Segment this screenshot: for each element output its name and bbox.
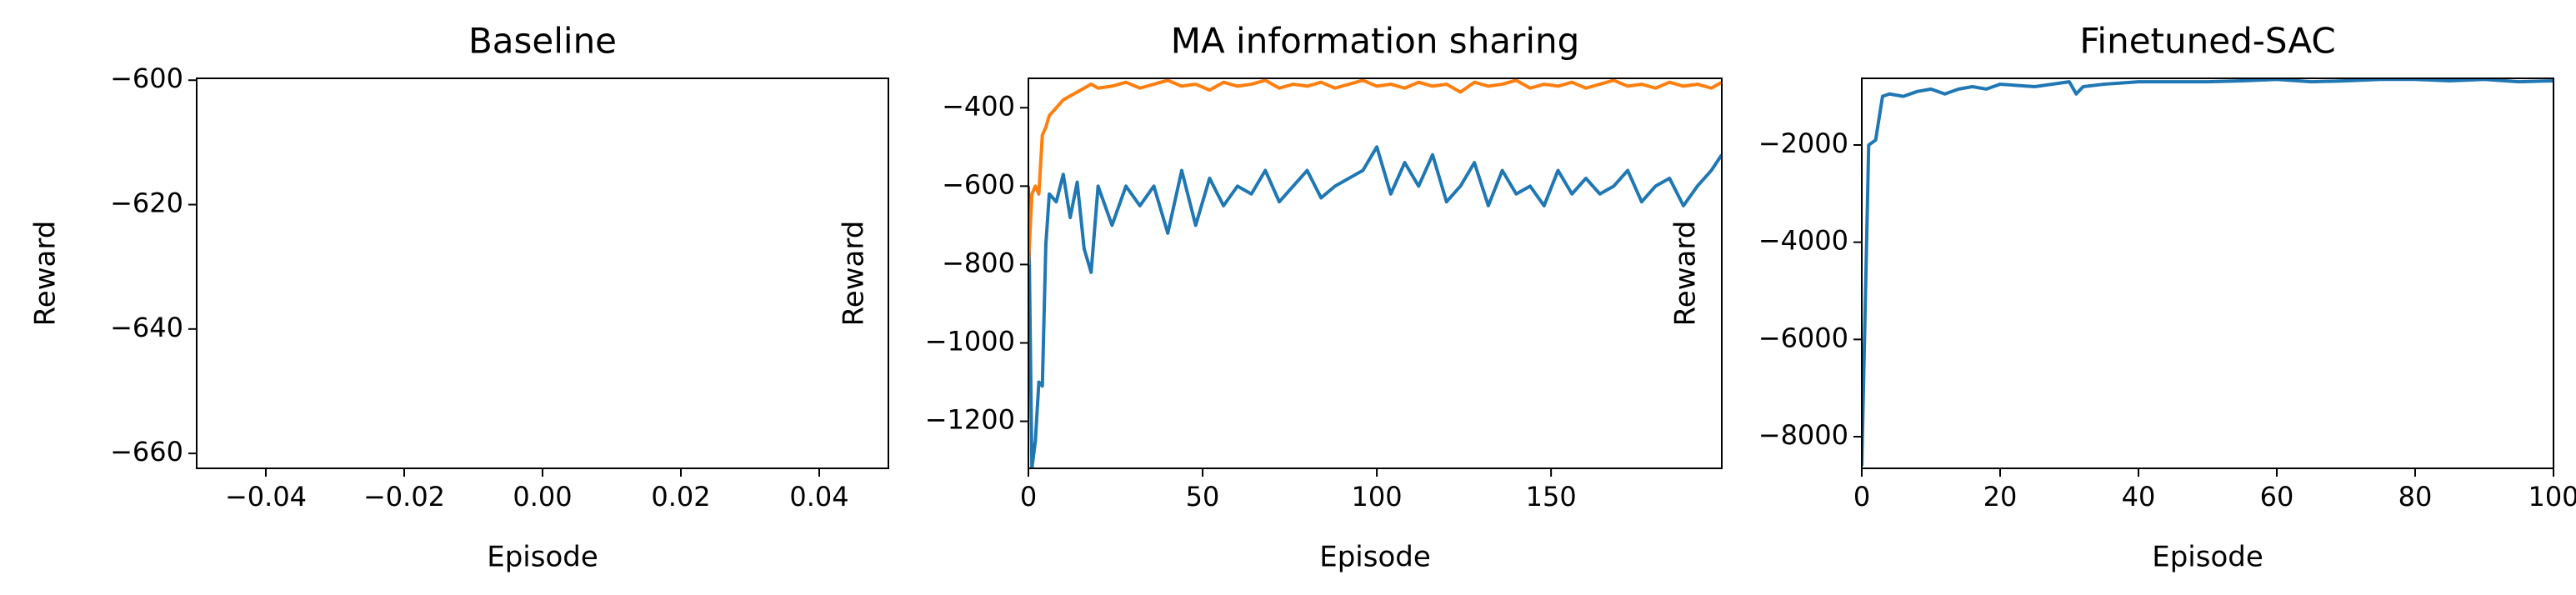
x-tick-label: 150 <box>1526 481 1577 512</box>
y-tick-label: −800 <box>942 247 1015 278</box>
x-tick-label: 40 <box>2122 481 2156 512</box>
chart-title: Baseline <box>468 21 617 62</box>
x-tick-label: 0.04 <box>789 481 848 512</box>
chart-title: Finetuned-SAC <box>2079 21 2335 62</box>
x-axis-label: Episode <box>487 541 598 574</box>
y-tick-label: −1200 <box>925 404 1015 436</box>
x-tick-label: 20 <box>1983 481 2018 512</box>
y-tick-label: −640 <box>110 312 183 343</box>
x-tick-label: 100 <box>1352 481 1403 512</box>
x-tick-label: 50 <box>1186 481 1220 512</box>
x-axis-label: Episode <box>2152 541 2263 574</box>
series-line <box>1028 145 1722 468</box>
y-tick-label: −1000 <box>925 325 1015 357</box>
y-tick-label: −4000 <box>1758 225 1848 257</box>
y-axis-label: Reward <box>1669 221 1703 327</box>
y-tick-label: −660 <box>110 436 183 468</box>
x-tick-label: 0 <box>1020 481 1037 512</box>
y-tick-label: −8000 <box>1758 419 1848 451</box>
x-tick-label: −0.04 <box>225 481 307 512</box>
x-tick-label: 100 <box>2528 481 2576 512</box>
x-tick-label: 0.00 <box>513 481 572 512</box>
y-axis-label: Reward <box>838 221 871 327</box>
series-line <box>1862 78 2553 467</box>
x-tick-label: −0.02 <box>363 481 445 512</box>
y-tick-label: −2000 <box>1758 128 1848 159</box>
axes-frame <box>1028 78 1723 469</box>
y-tick-label: −400 <box>942 90 1015 122</box>
y-tick-label: −600 <box>110 62 183 94</box>
y-tick-label: −620 <box>110 188 183 219</box>
y-tick-label: −600 <box>942 168 1015 200</box>
x-tick-label: 0.02 <box>651 481 710 512</box>
x-tick-label: 60 <box>2260 481 2294 512</box>
axes-frame <box>1861 78 2554 469</box>
chart-title: MA information sharing <box>1171 21 1580 62</box>
x-tick-label: 0 <box>1853 481 1870 512</box>
plot-area <box>1028 78 1722 468</box>
axes-frame <box>196 78 889 469</box>
plot-area <box>1862 78 2553 467</box>
y-tick-label: −6000 <box>1758 322 1848 353</box>
y-axis-label: Reward <box>29 221 63 327</box>
x-axis-label: Episode <box>1319 541 1431 574</box>
series-line <box>1028 78 1722 265</box>
x-tick-label: 80 <box>2398 481 2433 512</box>
